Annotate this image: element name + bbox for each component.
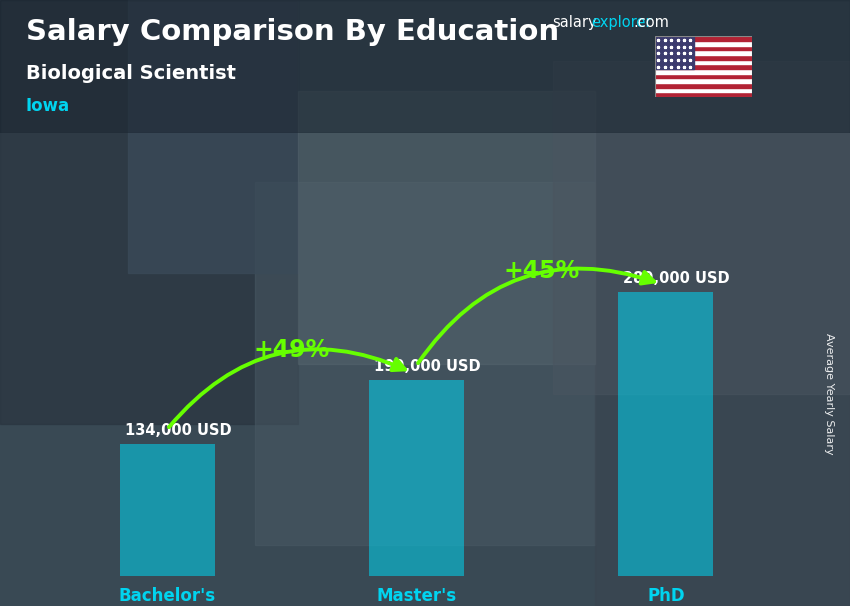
- Bar: [654, 50, 752, 55]
- Bar: [654, 36, 752, 41]
- Bar: [128, 0, 298, 273]
- Text: Biological Scientist: Biological Scientist: [26, 64, 235, 82]
- Bar: [654, 55, 752, 59]
- Bar: [0, 0, 298, 424]
- Bar: [654, 59, 752, 64]
- Bar: [298, 91, 595, 364]
- Bar: [654, 92, 752, 97]
- Text: +49%: +49%: [253, 338, 330, 362]
- Text: Salary Comparison By Education: Salary Comparison By Education: [26, 18, 558, 46]
- Bar: [654, 83, 752, 88]
- Text: Average Yearly Salary: Average Yearly Salary: [824, 333, 834, 454]
- Bar: [654, 74, 752, 78]
- Bar: [255, 182, 595, 545]
- Text: salary: salary: [552, 15, 597, 30]
- Text: +45%: +45%: [503, 259, 580, 283]
- Text: explorer: explorer: [591, 15, 651, 30]
- Bar: [369, 380, 464, 576]
- Bar: [595, 121, 850, 606]
- Bar: [654, 78, 752, 83]
- Bar: [619, 291, 713, 576]
- Bar: [552, 61, 850, 394]
- Text: 199,000 USD: 199,000 USD: [374, 359, 481, 375]
- Bar: [654, 41, 752, 45]
- Text: .com: .com: [633, 15, 669, 30]
- Bar: [654, 36, 694, 69]
- Text: Iowa: Iowa: [26, 97, 70, 115]
- Text: 134,000 USD: 134,000 USD: [125, 423, 231, 438]
- Bar: [654, 64, 752, 69]
- Bar: [654, 88, 752, 92]
- Bar: [654, 45, 752, 50]
- Bar: [120, 444, 214, 576]
- Text: 289,000 USD: 289,000 USD: [623, 271, 730, 286]
- Bar: [654, 69, 752, 74]
